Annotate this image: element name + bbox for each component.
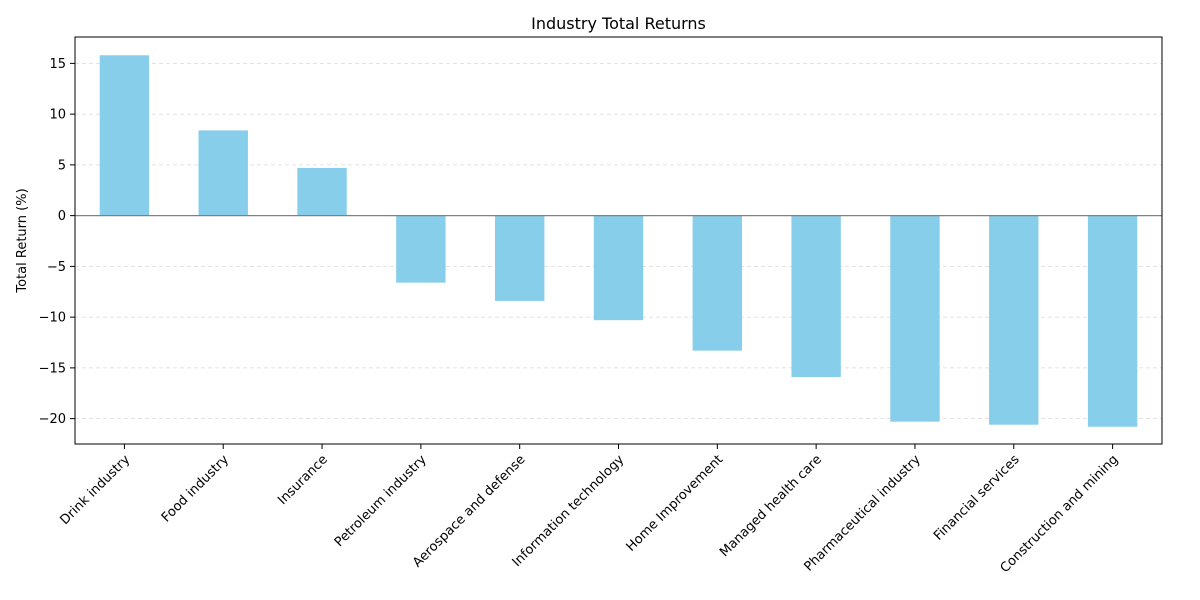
y-tick-label: 10 (49, 108, 66, 123)
x-axis-ticks: Drink industry Food industry Insurance Petr… (57, 444, 1121, 576)
y-tick-label: 5 (58, 158, 66, 173)
x-tick-label: Food industry (159, 452, 232, 525)
y-tick-label: −5 (47, 260, 66, 275)
bar (989, 215, 1039, 425)
chart-title: Industry Total Returns (531, 14, 706, 33)
x-tick-label: Insurance (275, 452, 331, 508)
y-tick-label: −20 (39, 412, 66, 427)
x-tick-label: Aerospace and defense (410, 452, 528, 570)
x-tick-label: Pharmaceutical industry (801, 452, 924, 575)
bar (396, 215, 446, 283)
y-tick-label: 15 (49, 57, 66, 72)
y-axis-label: Total Return (%) (15, 188, 30, 293)
bar (297, 167, 347, 216)
y-tick-label: −15 (39, 361, 66, 376)
y-tick-label: 0 (58, 209, 66, 224)
x-tick-label: Construction and mining (998, 452, 1122, 576)
x-tick-label: Information technology (510, 452, 628, 570)
y-tick-label: −10 (39, 311, 66, 326)
x-tick-label: Petroleum industry (332, 452, 430, 550)
bar (593, 215, 644, 321)
x-tick-label: Financial services (931, 452, 1023, 544)
y-axis-ticks: −20 −15 −10 −5 0 5 10 15 (39, 57, 75, 427)
bar (791, 215, 841, 378)
bars (99, 55, 1138, 427)
bar (1087, 215, 1138, 427)
x-tick-label: Home Improvement (624, 452, 727, 555)
x-tick-label: Managed health care (717, 452, 825, 560)
bar (890, 215, 940, 422)
x-tick-label: Drink industry (57, 452, 133, 528)
bar (494, 215, 545, 301)
bar (692, 215, 743, 351)
bar (198, 130, 248, 216)
bar (99, 55, 150, 216)
